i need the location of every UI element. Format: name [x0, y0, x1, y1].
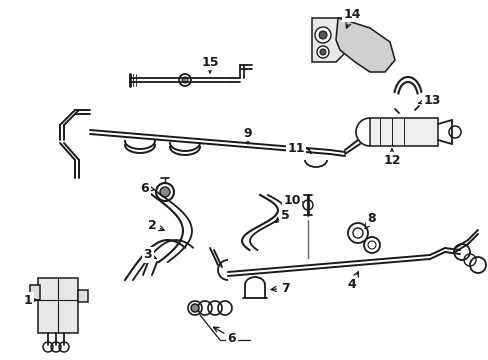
Bar	[369, 118, 437, 146]
Circle shape	[191, 304, 199, 312]
Text: 10: 10	[283, 194, 302, 207]
Polygon shape	[311, 18, 349, 62]
Text: 1: 1	[23, 293, 37, 306]
Text: 6: 6	[213, 327, 236, 345]
Text: 5: 5	[275, 208, 289, 222]
Bar	[78, 290, 88, 302]
Text: 9: 9	[243, 126, 252, 144]
Bar	[38, 278, 78, 333]
Text: 14: 14	[343, 8, 360, 28]
Text: 6: 6	[141, 181, 154, 194]
Text: 12: 12	[383, 149, 400, 166]
Circle shape	[160, 187, 170, 197]
Text: 7: 7	[271, 282, 289, 294]
Circle shape	[314, 27, 330, 43]
Text: 15: 15	[201, 55, 218, 73]
Circle shape	[319, 49, 325, 55]
Circle shape	[182, 77, 187, 83]
Text: 8: 8	[365, 212, 376, 229]
Circle shape	[316, 46, 328, 58]
Polygon shape	[335, 18, 394, 72]
Bar	[30, 285, 40, 300]
Circle shape	[318, 31, 326, 39]
Text: 13: 13	[418, 94, 440, 107]
Text: 4: 4	[347, 272, 358, 292]
Text: 11: 11	[286, 141, 304, 154]
Text: 2: 2	[147, 219, 164, 231]
Text: 3: 3	[143, 248, 156, 261]
